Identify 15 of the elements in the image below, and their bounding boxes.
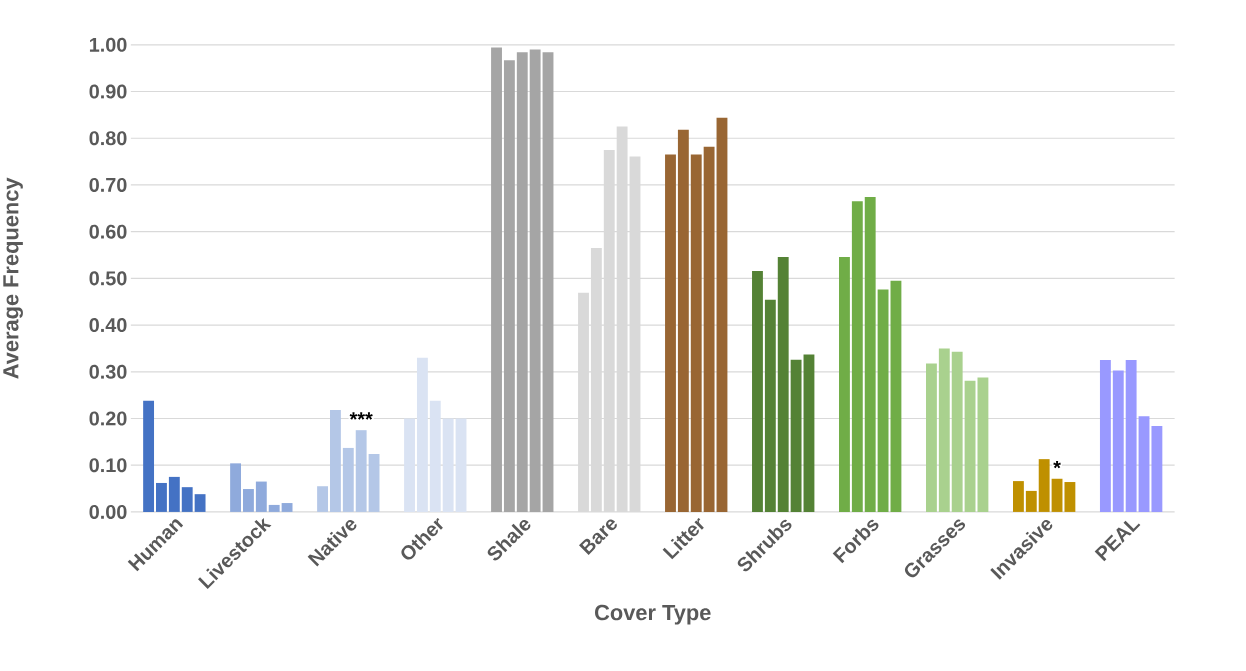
y-tick-label: 0.30 <box>89 364 127 379</box>
y-tick-label: 0.60 <box>89 224 127 239</box>
y-axis-title: Average Frequency <box>3 177 23 379</box>
x-axis-title: Cover Type <box>595 604 711 625</box>
y-tick-label: 0.20 <box>89 411 127 426</box>
y-tick-label: 0.00 <box>89 504 127 519</box>
y-tick-label: 0.70 <box>89 177 127 192</box>
y-tick-label: 0.90 <box>89 84 127 99</box>
y-tick-label: 0.80 <box>89 131 127 146</box>
annotation: * <box>1053 460 1061 469</box>
y-tick-label: 1.00 <box>89 37 127 52</box>
y-tick-label: 0.40 <box>89 317 127 332</box>
y-tick-label: 0.50 <box>89 271 127 286</box>
y-tick-label: 0.10 <box>89 458 127 473</box>
annotation: *** <box>349 412 373 420</box>
